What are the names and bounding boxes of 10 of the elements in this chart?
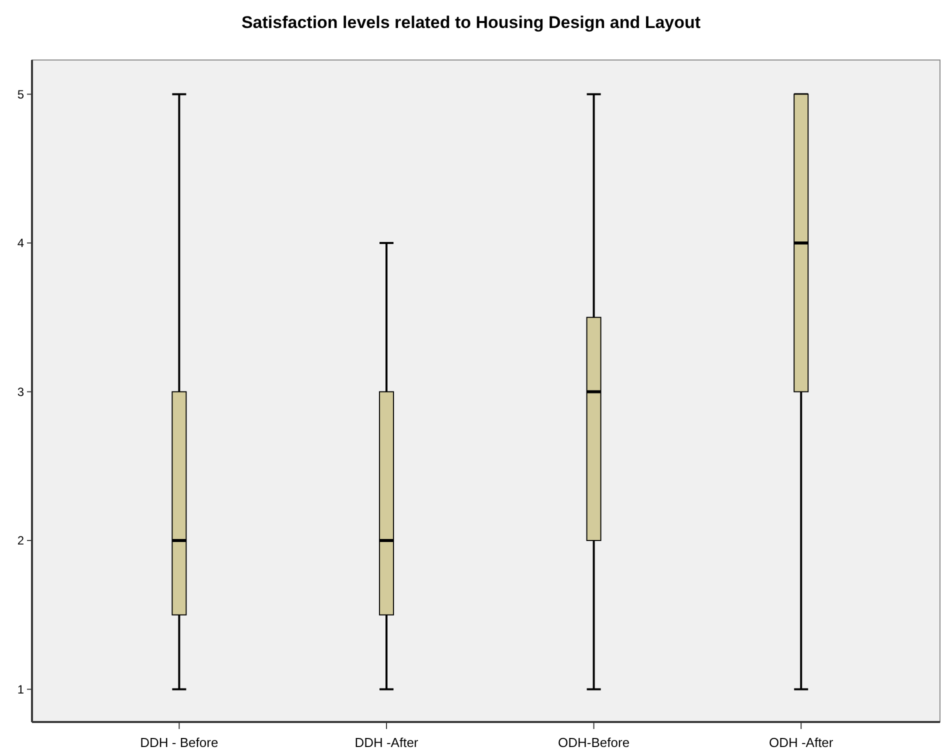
- x-tick-label: ODH -After: [768, 735, 834, 750]
- y-tick-label: 1: [17, 682, 24, 696]
- chart-title: Satisfaction levels related to Housing Design and Layout: [241, 13, 701, 32]
- y-tick-label: 2: [17, 534, 24, 548]
- y-tick-label: 4: [17, 236, 24, 250]
- x-tick-label: DDH -After: [354, 735, 419, 750]
- y-tick-label: 5: [17, 87, 24, 102]
- x-tick-label: ODH-Before: [558, 735, 630, 750]
- x-tick-label: DDH - Before: [140, 735, 218, 750]
- y-tick-label: 3: [17, 384, 24, 399]
